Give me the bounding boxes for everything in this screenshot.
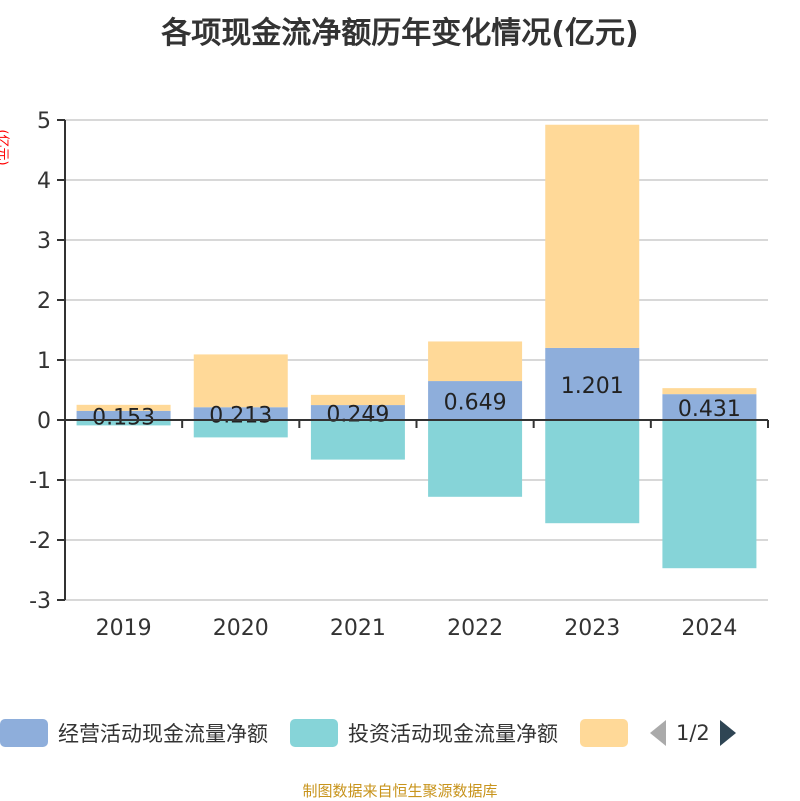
bar-investing: [193, 420, 288, 438]
data-label: 0.153: [92, 405, 155, 430]
chart-title: 各项现金流净额历年变化情况(亿元): [161, 16, 639, 51]
bar-operating: [428, 381, 523, 420]
bar-financing: [662, 388, 757, 395]
legend-page-indicator: 1/2: [676, 721, 710, 745]
legend-label: 投资活动现金流量净额: [348, 722, 558, 746]
bar-investing: [76, 420, 171, 426]
y-tick-label: 3: [37, 229, 51, 254]
y-tick-label: 4: [37, 169, 51, 194]
bar-operating: [310, 405, 405, 420]
x-tick-label: 2024: [681, 616, 737, 641]
bar-financing: [193, 354, 288, 408]
data-label: 1.201: [561, 374, 624, 399]
y-tick-label: 5: [37, 109, 51, 134]
bar-financing: [545, 124, 640, 348]
legend-swatch: [580, 719, 628, 747]
legend-item-operating[interactable]: 经营活动现金流量净额: [0, 718, 268, 748]
x-tick-label: 2023: [564, 616, 620, 641]
x-tick-label: 2021: [330, 616, 386, 641]
bar-financing: [310, 394, 405, 406]
x-tick-label: 2019: [96, 616, 152, 641]
legend: 经营活动现金流量净额 投资活动现金流量净额 1/2: [0, 718, 736, 748]
legend-swatch: [290, 719, 338, 747]
data-label: 0.213: [209, 404, 272, 429]
x-tick-label: 2022: [447, 616, 503, 641]
y-tick-label: -2: [29, 529, 51, 554]
chart-plot: -3 -2 -1 0 1 2 3 4 5 0.153 2019 0.213 2020 0.249 2021 0…: [29, 109, 769, 641]
legend-item-financing[interactable]: [580, 719, 628, 747]
data-label: 0.431: [678, 397, 741, 422]
bar-investing: [545, 420, 640, 524]
y-tick-label: -3: [29, 589, 51, 614]
y-tick-label: 1: [37, 349, 51, 374]
legend-item-investing[interactable]: 投资活动现金流量净额: [290, 718, 558, 748]
legend-label: 经营活动现金流量净额: [58, 722, 268, 746]
y-tick-label: 2: [37, 289, 51, 314]
bar-investing: [662, 420, 757, 569]
x-tick-label: 2020: [213, 616, 269, 641]
bar-financing: [428, 341, 523, 382]
legend-next-icon[interactable]: [719, 720, 736, 746]
data-source: 制图数据来自恒生聚源数据库: [302, 782, 498, 800]
data-label: 0.649: [444, 391, 507, 416]
bar-investing: [310, 420, 405, 460]
bar-investing: [428, 420, 523, 497]
bar-operating: [545, 347, 640, 420]
bar-financing: [76, 404, 171, 411]
bar-operating: [662, 394, 757, 420]
y-tick-label: -1: [29, 469, 51, 494]
bar-operating: [76, 410, 171, 420]
y-tick-label: 0: [37, 409, 51, 434]
legend-prev-icon[interactable]: [650, 720, 666, 746]
legend-swatch: [0, 719, 48, 747]
bar-operating: [193, 407, 288, 420]
data-label: 0.249: [326, 403, 389, 428]
